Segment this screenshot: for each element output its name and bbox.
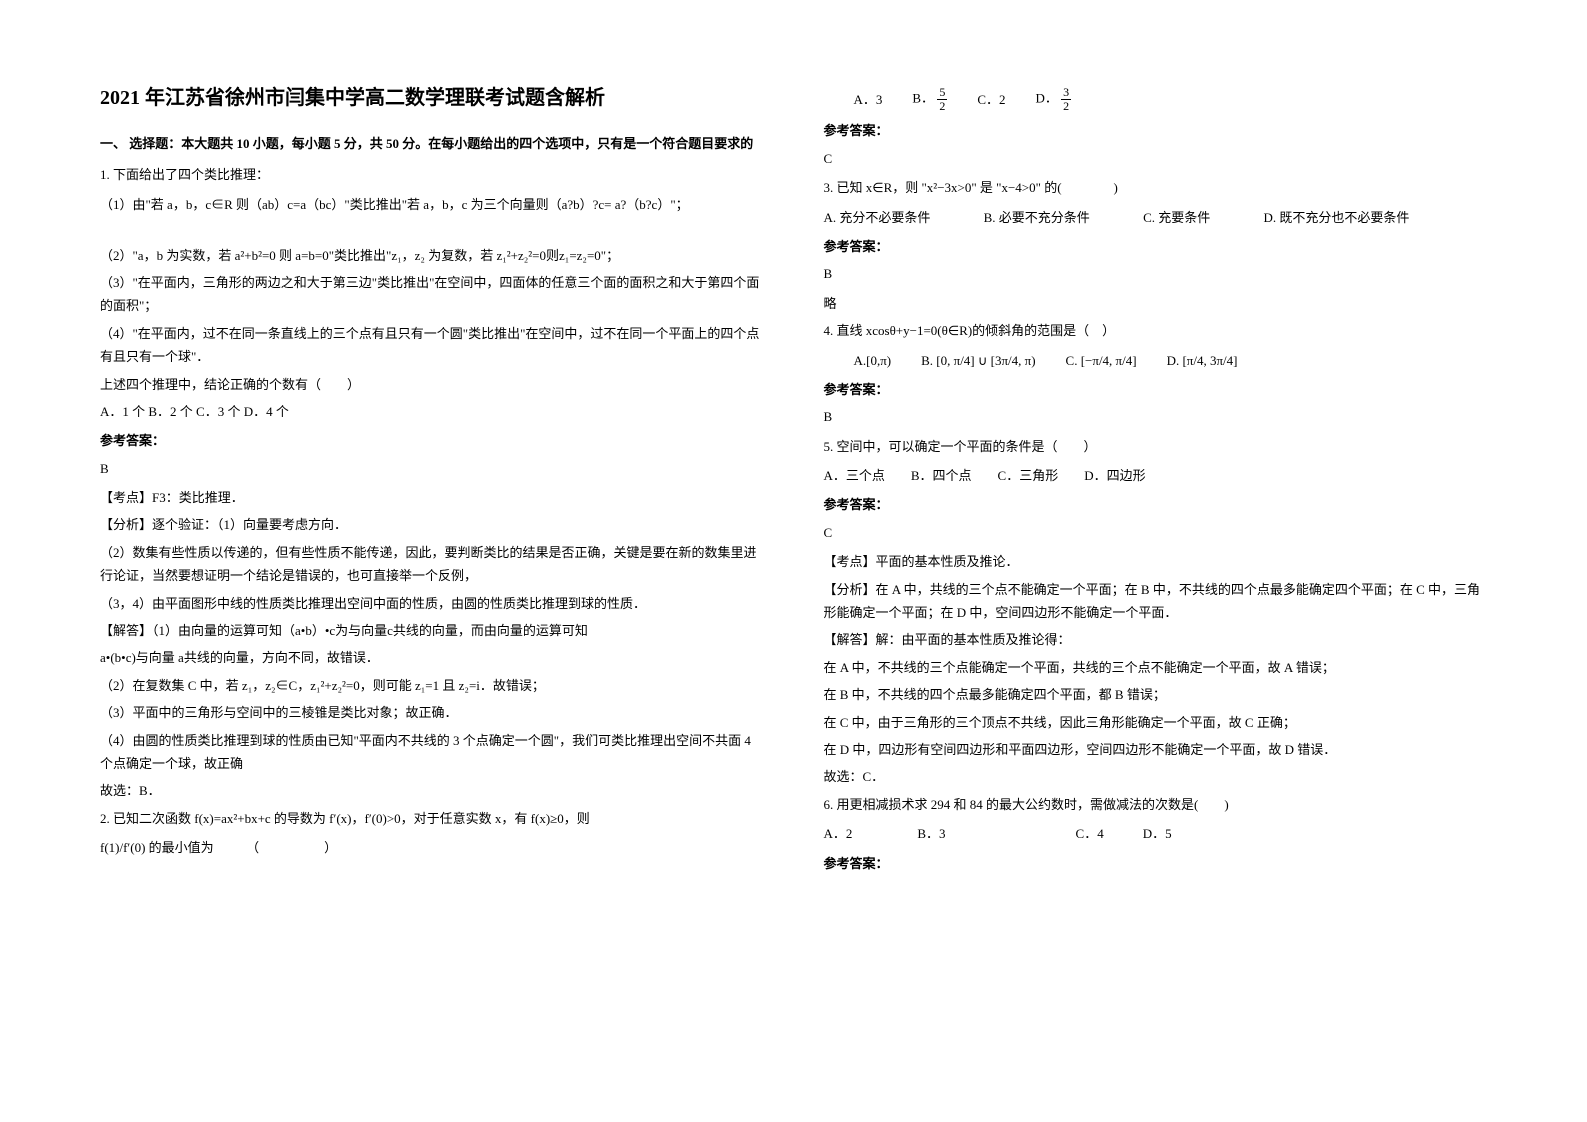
q2-optD-num: 3 — [1061, 86, 1071, 100]
q4-options: A.[0,π) B. [0, π/4] ∪ [3π/4, π) C. [−π/4… — [824, 349, 1488, 372]
q1-solve-label: 【解答】（1）由向量的运算可知（a•b）•c为与向量c共线的向量，而由向量的运算… — [100, 619, 764, 642]
q2-optB-frac: 5 2 — [937, 86, 947, 113]
q1-intro: 1. 下面给出了四个类比推理： — [100, 163, 764, 186]
q5-analysis: 【分析】在 A 中，共线的三个点不能确定一个平面；在 B 中，不共线的四个点最多… — [824, 578, 1488, 625]
q5-conclusion: 故选：C． — [824, 765, 1488, 788]
q2-optD-frac: 3 2 — [1061, 86, 1071, 113]
q3-options: A. 充分不必要条件 B. 必要不充分条件 C. 充要条件 D. 既不充分也不必… — [824, 206, 1488, 229]
q6-options: A．2 B．3 C．4 D．5 — [824, 822, 1488, 845]
q3-optA: A. 充分不必要条件 — [824, 210, 931, 225]
q3-text: 3. 已知 x∈R，则 "x²−3x>0" 是 "x−4>0" 的( ) — [824, 176, 1488, 199]
q1-kp: 【考点】F3：类比推理． — [100, 486, 764, 509]
q2-optB-num: 5 — [937, 86, 947, 100]
q2-answer: C — [824, 147, 1488, 170]
section-header: 一、 选择题：本大题共 10 小题，每小题 5 分，共 50 分。在每小题给出的… — [100, 132, 764, 155]
q6-text: 6. 用更相减损术求 294 和 84 的最大公约数时，需做减法的次数是( ) — [824, 793, 1488, 816]
page-container: 2021 年江苏省徐州市闫集中学高二数学理联考试题含解析 一、 选择题：本大题共… — [100, 80, 1487, 879]
q1-analysis-label: 【分析】逐个验证：（1）向量要考虑方向． — [100, 513, 764, 536]
document-title: 2021 年江苏省徐州市闫集中学高二数学理联考试题含解析 — [100, 80, 764, 116]
q2-optD-label: D． — [1035, 91, 1057, 106]
q1-item2: （2）"a，b 为实数，若 a²+b²=0 则 a=b=0"类比推出"z₁，z₂… — [100, 244, 764, 267]
q5-answer: C — [824, 521, 1488, 544]
q5-options: A．三个点 B．四个点 C．三角形 D．四边形 — [824, 464, 1488, 487]
q5-solveC: 在 C 中，由于三角形的三个顶点不共线，因此三角形能确定一个平面，故 C 正确； — [824, 711, 1488, 734]
q3-answer-label: 参考答案： — [824, 235, 1488, 258]
q5-answer-label: 参考答案： — [824, 493, 1488, 516]
q2-options: A．3 B． 5 2 C．2 D． 3 2 — [824, 86, 1488, 113]
q2-optA: A．3 — [854, 88, 883, 111]
q1-solve4: （4）由圆的性质类比推理到球的性质由已知"平面内不共线的 3 个点确定一个圆"，… — [100, 729, 764, 776]
q4-answer-label: 参考答案： — [824, 378, 1488, 401]
q4-optC: C. [−π/4, π/4] — [1066, 349, 1137, 372]
q4-optA: A.[0,π) — [854, 349, 892, 372]
q1-item3: （3）"在平面内，三角形的两边之和大于第三边"类比推出"在空间中，四面体的任意三… — [100, 271, 764, 318]
q5-solveD: 在 D 中，四边形有空间四边形和平面四边形，空间四边形不能确定一个平面，故 D … — [824, 738, 1488, 761]
q3-answer: B — [824, 262, 1488, 285]
q1-prompt: 上述四个推理中，结论正确的个数有（ ） — [100, 373, 764, 396]
q3-optB: B. 必要不充分条件 — [984, 210, 1090, 225]
q3-note: 略 — [824, 292, 1488, 315]
q2-text: 2. 已知二次函数 f(x)=ax²+bx+c 的导数为 f′(x)，f′(0)… — [100, 807, 764, 830]
q1-solve3: （3）平面中的三角形与空间中的三棱锥是类比对象；故正确． — [100, 701, 764, 724]
q2-optD-den: 2 — [1061, 100, 1071, 113]
q1-answer-label: 参考答案： — [100, 429, 764, 452]
q2-optC: C．2 — [977, 88, 1005, 111]
q5-solve-label: 【解答】解：由平面的基本性质及推论得： — [824, 628, 1488, 651]
q1-solve1b: a•(b•c)与向量 a共线的向量，方向不同，故错误． — [100, 646, 764, 669]
q6-answer-label: 参考答案： — [824, 852, 1488, 875]
q4-answer: B — [824, 405, 1488, 428]
q1-analysis2: （2）数集有些性质以传递的，但有些性质不能传递，因此，要判断类比的结果是否正确，… — [100, 541, 764, 588]
q1-item1: （1）由"若 a，b，c∈R 则（ab）c=a（bc）"类比推出"若 a，b，c… — [100, 193, 764, 216]
q5-text: 5. 空间中，可以确定一个平面的条件是（ ） — [824, 435, 1488, 458]
q1-answer: B — [100, 457, 764, 480]
q3-optC: C. 充要条件 — [1143, 210, 1210, 225]
left-column: 2021 年江苏省徐州市闫集中学高二数学理联考试题含解析 一、 选择题：本大题共… — [100, 80, 764, 879]
q1-options: A．1 个 B．2 个 C．3 个 D．4 个 — [100, 400, 764, 423]
q1-analysis3: （3，4）由平面图形中线的性质类比推理出空间中面的性质，由圆的性质类比推理到球的… — [100, 592, 764, 615]
q1-conclusion: 故选：B． — [100, 779, 764, 802]
q2-optB: B． 5 2 — [912, 86, 947, 113]
q1-item4: （4）"在平面内，过不在同一条直线上的三个点有且只有一个圆"类比推出"在空间中，… — [100, 322, 764, 369]
q4-optB: B. [0, π/4] ∪ [3π/4, π) — [921, 349, 1035, 372]
q5-solveB: 在 B 中，不共线的四个点最多能确定四个平面，都 B 错误； — [824, 683, 1488, 706]
q2-optB-label: B． — [912, 91, 934, 106]
q2-optB-den: 2 — [937, 100, 947, 113]
q5-solveA: 在 A 中，不共线的三个点能确定一个平面，共线的三个点不能确定一个平面，故 A … — [824, 656, 1488, 679]
q4-text: 4. 直线 xcosθ+y−1=0(θ∈R)的倾斜角的范围是（ ） — [824, 319, 1488, 342]
q2-answer-label: 参考答案： — [824, 119, 1488, 142]
q4-optD: D. [π/4, 3π/4] — [1167, 349, 1238, 372]
q2-text2: f(1)/f′(0) 的最小值为 （ ） — [100, 836, 764, 859]
q2-optD: D． 3 2 — [1035, 86, 1071, 113]
q3-optD: D. 既不充分也不必要条件 — [1263, 210, 1409, 225]
q1-solve2: （2）在复数集 C 中，若 z₁，z₂∈C，z₁²+z₂²=0，则可能 z₁=1… — [100, 674, 764, 697]
q5-kp: 【考点】平面的基本性质及推论． — [824, 550, 1488, 573]
right-column: A．3 B． 5 2 C．2 D． 3 2 参考答案： C 3. 已知 x∈R，… — [824, 80, 1488, 879]
